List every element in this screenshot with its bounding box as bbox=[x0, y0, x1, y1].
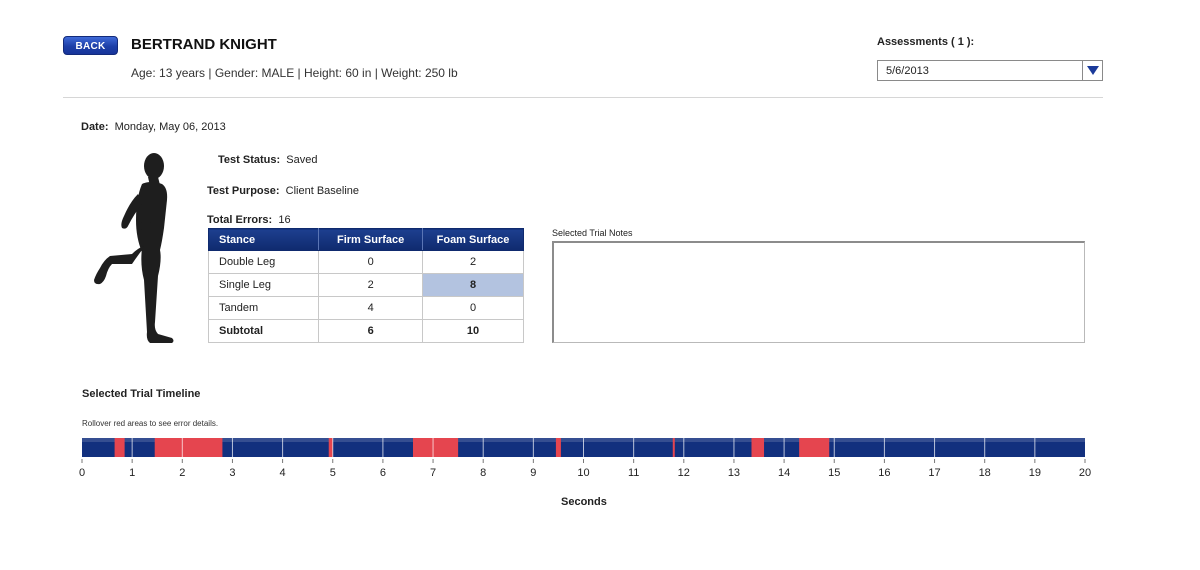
x-tick-label: 17 bbox=[928, 467, 940, 479]
x-tick-label: 3 bbox=[229, 467, 235, 479]
date-value: Monday, May 06, 2013 bbox=[114, 121, 226, 133]
x-tick-label: 15 bbox=[828, 467, 840, 479]
column-header-stance: Stance bbox=[207, 228, 320, 251]
timeline-hint: Rollover red areas to see error details. bbox=[82, 419, 219, 428]
firm-cell[interactable]: 4 bbox=[318, 296, 424, 320]
x-tick-label: 1 bbox=[129, 467, 135, 479]
x-tick-label: 12 bbox=[678, 467, 690, 479]
total-errors-value: 16 bbox=[278, 214, 291, 226]
x-tick-label: 7 bbox=[430, 467, 436, 479]
x-tick-label: 6 bbox=[380, 467, 386, 479]
subtotal-foam: 10 bbox=[422, 319, 524, 343]
test-status-label: Test Status: bbox=[218, 154, 281, 166]
assessment-select-value: 5/6/2013 bbox=[886, 65, 929, 77]
chevron-down-icon[interactable] bbox=[1082, 61, 1102, 80]
test-purpose-label: Test Purpose: bbox=[207, 185, 280, 197]
test-status-value: Saved bbox=[286, 154, 318, 166]
x-tick-label: 4 bbox=[280, 467, 286, 479]
column-header-firm-surface: Firm Surface bbox=[318, 228, 424, 251]
stance-cell: Single Leg bbox=[207, 273, 320, 297]
trial-notes-label: Selected Trial Notes bbox=[552, 228, 633, 238]
x-tick-label: 0 bbox=[79, 467, 85, 479]
x-tick-label: 16 bbox=[878, 467, 890, 479]
x-tick-label: 8 bbox=[480, 467, 486, 479]
timeline-x-axis-label: Seconds bbox=[561, 496, 607, 508]
trial-timeline-bar[interactable] bbox=[82, 438, 1085, 457]
error-segment[interactable] bbox=[799, 438, 830, 457]
patient-name: BERTRAND KNIGHT bbox=[131, 36, 277, 53]
x-tick-label: 19 bbox=[1029, 467, 1041, 479]
firm-cell[interactable]: 0 bbox=[318, 250, 424, 274]
x-tick-label: 5 bbox=[330, 467, 336, 479]
trial-notes-textarea[interactable] bbox=[552, 241, 1085, 343]
table-row: Double Leg 0 2 bbox=[207, 250, 524, 274]
total-errors-label: Total Errors: bbox=[207, 214, 273, 226]
subtotal-row: Subtotal 6 10 bbox=[207, 319, 524, 343]
timeline-axis: 0 1 2 3 4 5 6 7 8 9 10 11 12 13 14 15 16 17 18 19 20 bbox=[79, 459, 1091, 479]
x-tick-label: 14 bbox=[778, 467, 790, 479]
single-leg-stance-figure-icon bbox=[94, 153, 174, 343]
table-row: Single Leg 2 8 bbox=[207, 273, 524, 297]
x-tick-label: 2 bbox=[179, 467, 185, 479]
header-divider bbox=[63, 97, 1103, 98]
column-header-foam-surface: Foam Surface bbox=[422, 228, 524, 251]
x-tick-label: 20 bbox=[1079, 467, 1091, 479]
error-segment[interactable] bbox=[412, 438, 459, 457]
x-tick-label: 11 bbox=[628, 467, 639, 479]
table-row: Tandem 4 0 bbox=[207, 296, 524, 320]
error-segment[interactable] bbox=[672, 438, 675, 457]
x-tick-label: 18 bbox=[979, 467, 991, 479]
table-header-row: Stance Firm Surface Foam Surface bbox=[207, 228, 524, 251]
x-tick-label: 9 bbox=[530, 467, 536, 479]
foam-cell[interactable]: 0 bbox=[422, 296, 524, 320]
stance-cell: Tandem bbox=[207, 296, 320, 320]
error-segment[interactable] bbox=[154, 438, 223, 457]
timeline-title: Selected Trial Timeline bbox=[82, 388, 201, 400]
test-purpose-value: Client Baseline bbox=[285, 185, 360, 197]
test-status-row: Test Status: Saved bbox=[218, 154, 317, 166]
test-purpose-row: Test Purpose: Client Baseline bbox=[207, 185, 359, 197]
stance-cell: Double Leg bbox=[207, 250, 320, 274]
x-tick-label: 13 bbox=[728, 467, 740, 479]
subtotal-label: Subtotal bbox=[207, 319, 320, 343]
subtotal-firm: 6 bbox=[318, 319, 424, 343]
date-label: Date: bbox=[81, 121, 109, 133]
foam-cell-selected[interactable]: 8 bbox=[422, 273, 524, 297]
x-tick-label: 10 bbox=[577, 467, 589, 479]
error-segment[interactable] bbox=[114, 438, 125, 457]
error-segment[interactable] bbox=[555, 438, 561, 457]
errors-table: Stance Firm Surface Foam Surface Double … bbox=[207, 228, 524, 343]
back-button[interactable]: BACK bbox=[63, 36, 118, 55]
assessment-select[interactable]: 5/6/2013 bbox=[877, 60, 1103, 81]
foam-cell[interactable]: 2 bbox=[422, 250, 524, 274]
error-segment[interactable] bbox=[328, 438, 333, 457]
patient-info: Age: 13 years | Gender: MALE | Height: 6… bbox=[131, 66, 458, 80]
error-segment[interactable] bbox=[751, 438, 765, 457]
firm-cell[interactable]: 2 bbox=[318, 273, 424, 297]
date-row: Date: Monday, May 06, 2013 bbox=[81, 121, 226, 133]
assessments-label: Assessments ( 1 ): bbox=[877, 36, 975, 48]
total-errors-row: Total Errors: 16 bbox=[207, 214, 291, 226]
